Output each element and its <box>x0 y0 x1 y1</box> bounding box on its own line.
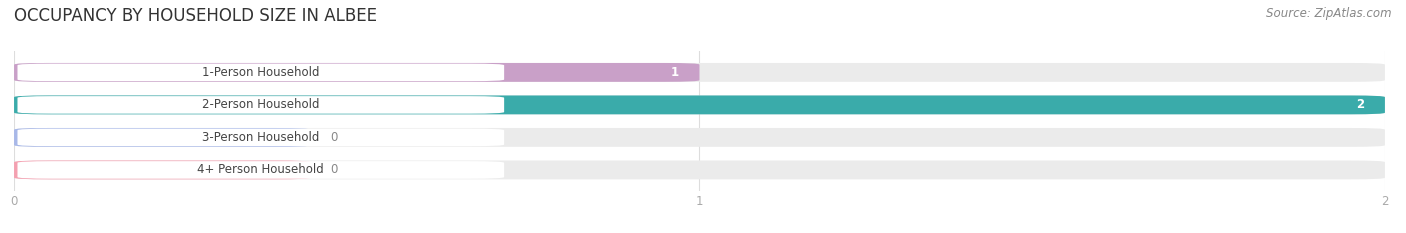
FancyBboxPatch shape <box>17 161 505 179</box>
Text: 2: 2 <box>1357 98 1364 111</box>
Text: 3-Person Household: 3-Person Household <box>202 131 319 144</box>
FancyBboxPatch shape <box>17 96 505 114</box>
Text: 2-Person Household: 2-Person Household <box>202 98 319 111</box>
FancyBboxPatch shape <box>14 128 1385 147</box>
FancyBboxPatch shape <box>14 96 1385 114</box>
Text: 0: 0 <box>330 131 337 144</box>
FancyBboxPatch shape <box>14 128 311 147</box>
Text: Source: ZipAtlas.com: Source: ZipAtlas.com <box>1267 7 1392 20</box>
FancyBboxPatch shape <box>17 129 505 146</box>
FancyBboxPatch shape <box>14 161 311 179</box>
Text: 1: 1 <box>671 66 679 79</box>
Text: 0: 0 <box>330 163 337 176</box>
FancyBboxPatch shape <box>14 96 1385 114</box>
Text: OCCUPANCY BY HOUSEHOLD SIZE IN ALBEE: OCCUPANCY BY HOUSEHOLD SIZE IN ALBEE <box>14 7 377 25</box>
FancyBboxPatch shape <box>14 63 700 82</box>
FancyBboxPatch shape <box>17 64 505 81</box>
Text: 4+ Person Household: 4+ Person Household <box>197 163 325 176</box>
Text: 1-Person Household: 1-Person Household <box>202 66 319 79</box>
FancyBboxPatch shape <box>14 161 1385 179</box>
FancyBboxPatch shape <box>14 63 1385 82</box>
